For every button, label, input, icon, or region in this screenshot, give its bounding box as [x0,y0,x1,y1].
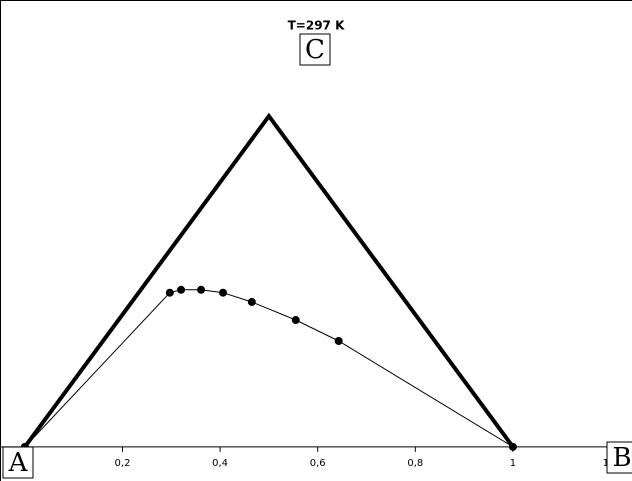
point [197,285,206,294]
vertex-label: A [8,448,29,478]
x-tick-label: 0,8 [407,458,423,469]
point [177,285,186,294]
chart-title: T=297 K [288,19,345,33]
vertex-label: C [305,35,325,65]
vertex-box [2,446,34,479]
x-tick-label: 0,4 [212,458,228,469]
point [291,316,300,325]
x-tick-label: 0,2 [115,458,131,469]
vertex-box [299,33,331,66]
x-tick-label: 1 [510,458,516,469]
point [334,336,343,345]
vertex-label: B [612,443,631,473]
vertex-box [606,441,632,474]
point [165,288,174,297]
point [508,442,517,451]
x-tick-label: 0,6 [310,458,326,469]
series-line [23,112,515,449]
point [219,288,228,297]
point [247,297,256,306]
